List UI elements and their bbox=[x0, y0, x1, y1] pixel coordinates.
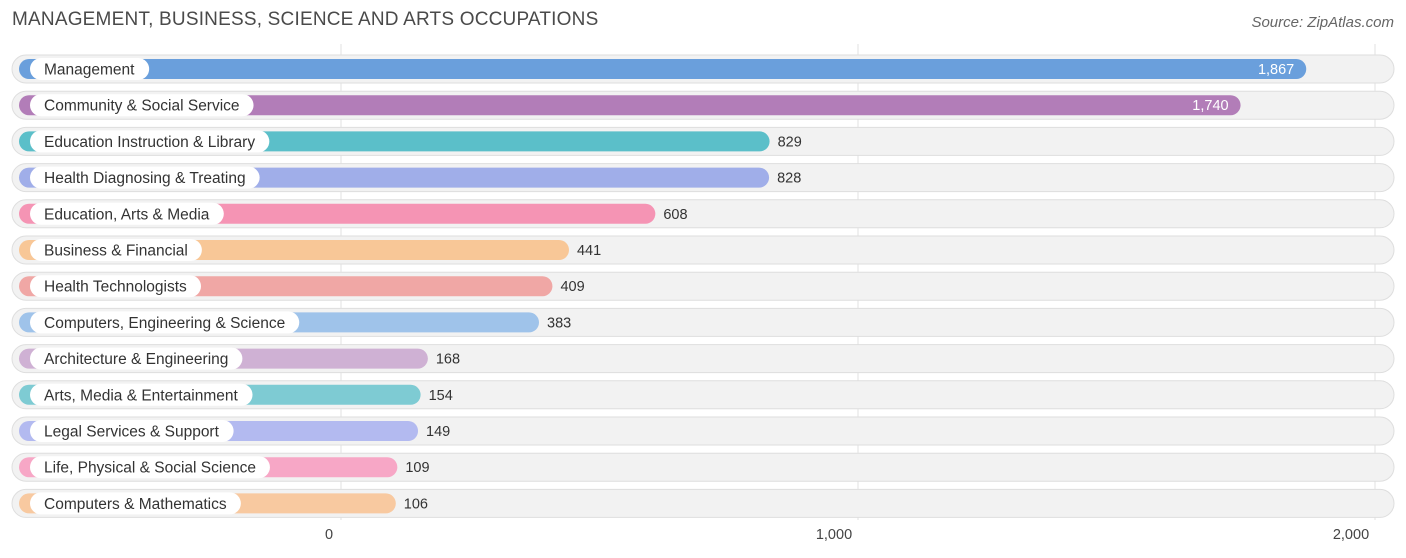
bars-layer: Management 1,867 Community & Social Servic… bbox=[11, 54, 1395, 518]
category-label: Health Diagnosing & Treating bbox=[44, 170, 246, 187]
category-label-pill bbox=[30, 456, 270, 479]
value-label: 149 bbox=[426, 424, 450, 440]
category-label: Computers, Engineering & Science bbox=[44, 315, 285, 332]
value-label: 154 bbox=[429, 388, 453, 404]
category-label-pill bbox=[30, 58, 150, 80]
value-label: 383 bbox=[547, 315, 571, 331]
x-tick-label: 0 bbox=[325, 527, 333, 543]
category-label-pill bbox=[30, 420, 234, 442]
category-label: Arts, Media & Entertainment bbox=[44, 387, 239, 404]
category-label: Community & Social Service bbox=[44, 98, 240, 115]
category-label: Education Instruction & Library bbox=[44, 134, 255, 151]
category-label: Management bbox=[44, 62, 135, 79]
bar bbox=[19, 95, 1241, 116]
value-label: 1,867 bbox=[1258, 62, 1294, 78]
category-label-pill bbox=[30, 130, 270, 153]
value-label: 106 bbox=[404, 496, 428, 512]
value-label: 829 bbox=[778, 134, 802, 150]
category-label-pill bbox=[30, 311, 300, 334]
category-label-pill bbox=[30, 166, 260, 189]
category-label-pill bbox=[30, 492, 241, 515]
category-label-pill bbox=[30, 94, 254, 117]
value-label: 409 bbox=[560, 279, 584, 295]
category-label-pill bbox=[30, 275, 201, 298]
category-label: Life, Physical & Social Science bbox=[44, 460, 256, 477]
category-label: Legal Services & Support bbox=[44, 424, 220, 441]
x-tick-label: 1,000 bbox=[816, 527, 852, 543]
value-label: 608 bbox=[663, 207, 687, 223]
category-label-pill bbox=[30, 383, 253, 406]
value-label: 109 bbox=[405, 460, 429, 476]
category-label: Business & Financial bbox=[44, 243, 188, 260]
category-label: Computers & Mathematics bbox=[44, 496, 227, 513]
chart-title: MANAGEMENT, BUSINESS, SCIENCE AND ARTS O… bbox=[12, 9, 599, 30]
value-label: 441 bbox=[577, 243, 601, 259]
bar bbox=[19, 59, 1307, 79]
category-label-pill bbox=[30, 202, 224, 225]
ticks-layer: 0 1,000 2,000 bbox=[325, 527, 1369, 543]
value-label: 168 bbox=[436, 352, 460, 368]
category-label: Health Technologists bbox=[44, 279, 187, 296]
chart-source: Source: ZipAtlas.com bbox=[1251, 14, 1394, 31]
category-label-pill bbox=[30, 347, 243, 370]
category-label-pill bbox=[30, 239, 202, 261]
value-label: 828 bbox=[777, 171, 801, 187]
category-label: Architecture & Engineering bbox=[44, 351, 228, 368]
value-label: 1,740 bbox=[1192, 98, 1228, 114]
x-tick-label: 2,000 bbox=[1333, 527, 1369, 543]
category-label: Education, Arts & Media bbox=[44, 206, 210, 223]
